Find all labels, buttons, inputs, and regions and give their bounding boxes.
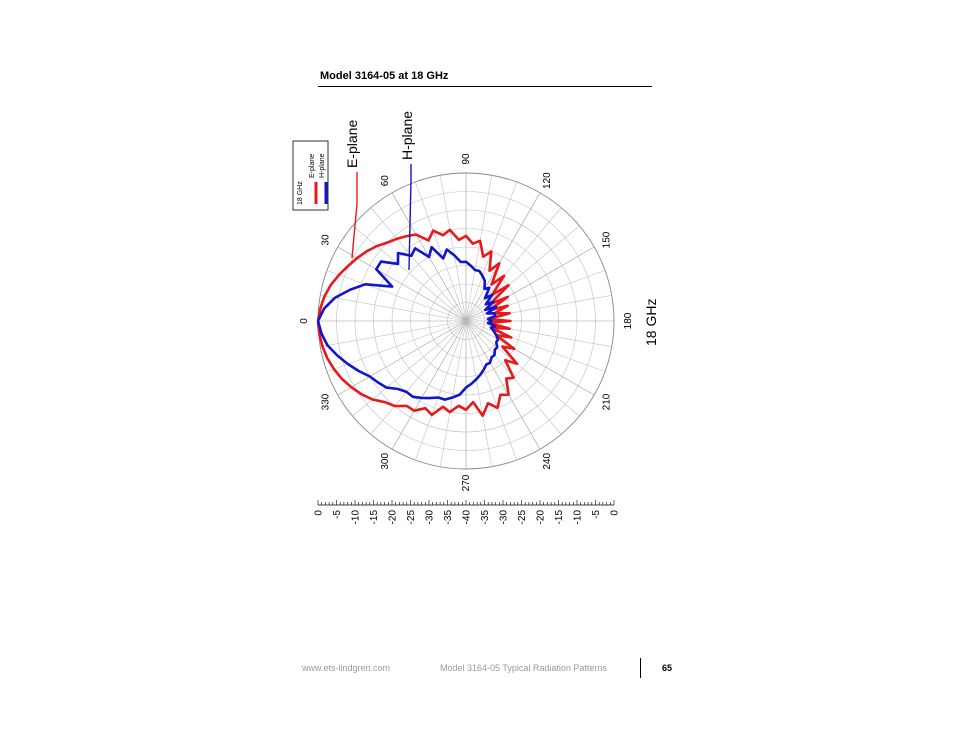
angle-tick-label: 150 — [601, 231, 612, 248]
grid-spoke — [465, 320, 492, 467]
angle-tick-label: 60 — [380, 175, 391, 187]
legend-box: 18 GHz E-plane H-plane — [292, 140, 329, 211]
angle-tick-label: 90 — [461, 153, 472, 165]
angle-tick-label: 120 — [542, 172, 553, 189]
grid-spoke — [440, 175, 467, 322]
grid-spoke — [465, 320, 595, 396]
grid-spoke — [465, 175, 492, 322]
grid-spoke — [391, 320, 467, 450]
grid-spoke — [326, 270, 467, 322]
grid-spoke — [465, 207, 562, 322]
callout-e-plane: E-plane — [344, 120, 360, 168]
angle-tick-labels: 0 30 60 90 120 150 180 210 240 270 300 330 — [299, 153, 634, 491]
angle-tick-label: 210 — [601, 393, 612, 410]
grid-spoke — [415, 181, 467, 322]
scale-tick-label: -35 — [443, 510, 454, 525]
grid-spoke — [440, 320, 467, 467]
footer-separator — [640, 658, 641, 678]
page-number: 65 — [662, 663, 673, 673]
scale-tick-label: -40 — [462, 510, 473, 525]
scale-tick-label: -5 — [332, 510, 343, 519]
grid-spoke — [320, 320, 467, 347]
grid-spoke — [465, 320, 580, 417]
grid-spoke — [465, 320, 517, 461]
callout-h-plane-line — [408, 164, 412, 271]
title-rule — [318, 86, 652, 87]
page-title: Model 3164-05 at 18 GHz — [320, 70, 449, 82]
scale-tick-label: -25 — [406, 510, 417, 525]
grid-spoke — [320, 295, 467, 322]
legend-entry-e-plane: E-plane — [309, 154, 316, 178]
scale-tick-label: -35 — [480, 510, 491, 525]
angle-tick-label: 0 — [299, 318, 310, 324]
chart-title: 18 GHz — [643, 299, 659, 346]
series-line-h-plane — [316, 245, 500, 401]
scale-tick-label: -15 — [369, 510, 380, 525]
angle-tick-label: 30 — [321, 234, 332, 246]
grid-spoke — [337, 246, 467, 322]
callout-e-plane-line — [351, 172, 358, 259]
angle-tick-label: 180 — [623, 312, 634, 329]
angle-tick-label: 240 — [542, 453, 553, 470]
grid-spoke — [415, 320, 467, 461]
series-line-e-plane — [316, 228, 519, 418]
footer-url: www.ets-lindgren.com — [302, 663, 391, 673]
grid-spoke — [370, 320, 467, 435]
scale-tick-label: 0 — [314, 510, 325, 516]
series-lines — [316, 228, 519, 418]
callout-h-plane: H-plane — [399, 111, 415, 160]
grid-spoke — [352, 225, 467, 322]
radial-scale: 0 -5 -10 -15 -20 -25 -30 -35 -40 -35 -30 -25 -20 -15-… — [314, 500, 621, 524]
scale-tick-label: -30 — [425, 510, 436, 525]
legend-title: 18 GHz — [297, 181, 304, 205]
scale-tick-label: -20 — [388, 510, 399, 525]
scale-tick-label: -10 — [351, 510, 362, 525]
grid-spoke — [465, 192, 541, 322]
legend-entry-h-plane: H-plane — [319, 153, 326, 178]
scale-tick-label: -20 — [536, 510, 547, 525]
scale-tick-label: -25 — [517, 510, 528, 525]
scale-tick-label: -30 — [499, 510, 510, 525]
polar-grid — [317, 172, 615, 470]
grid-spoke — [465, 320, 606, 372]
footer-doc-title: Model 3164-05 Typical Radiation Patterns — [440, 663, 607, 673]
scale-tick-label: -5 — [591, 510, 602, 519]
grid-spoke — [370, 207, 467, 322]
scale-tick-label: -15 — [554, 510, 565, 525]
angle-tick-label: 300 — [380, 453, 391, 470]
scale-tick-label: 0 — [610, 510, 621, 516]
angle-tick-label: 270 — [461, 474, 472, 491]
grid-spoke — [337, 320, 467, 396]
angle-tick-label: 330 — [321, 393, 332, 410]
grid-spoke — [326, 320, 467, 372]
scale-tick-label: -10 — [573, 510, 584, 525]
grid-spoke — [465, 320, 541, 450]
